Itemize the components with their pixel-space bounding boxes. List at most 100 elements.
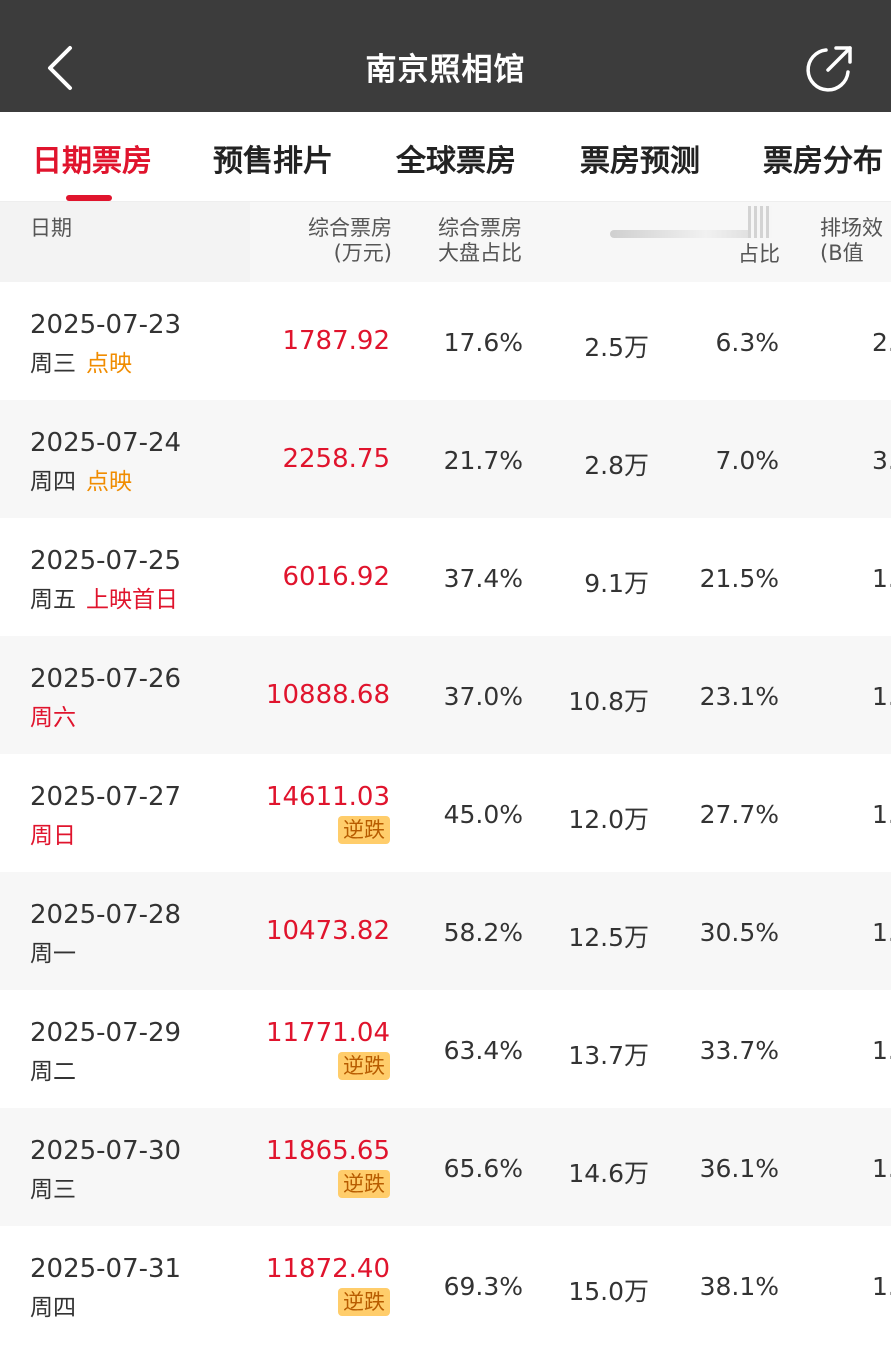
row-box-office: 2258.75 xyxy=(282,444,390,474)
row-efficiency-partial: 2. xyxy=(872,328,891,357)
row-box-office: 6016.92 xyxy=(282,562,390,592)
row-percent: 30.5% xyxy=(699,918,779,947)
table-row[interactable]: 2025-07-24 周四 点映 2258.75 21.7% 2.8万 7.0% … xyxy=(0,400,891,518)
row-release-tag: 点映 xyxy=(86,351,132,377)
row-box-office: 11872.40 xyxy=(265,1254,390,1284)
row-market-share: 21.7% xyxy=(443,446,523,475)
row-box-office: 11865.65 xyxy=(265,1136,390,1166)
row-date: 2025-07-29 xyxy=(30,1018,182,1048)
table-row[interactable]: 2025-07-29 周二 11771.04 逆跌 63.4% 13.7万 33… xyxy=(0,990,891,1108)
row-day-info: 周日 xyxy=(30,816,76,850)
row-audience: 14.6万 xyxy=(568,1159,649,1188)
date-cell: 2025-07-26 周六 xyxy=(0,636,250,754)
back-button[interactable] xyxy=(30,34,90,102)
row-market-share: 37.0% xyxy=(443,682,523,711)
table-row[interactable]: 2025-07-25 周五 上映首日 6016.92 37.4% 9.1万 21.… xyxy=(0,518,891,636)
top-bar: 南京照相馆 xyxy=(0,0,891,112)
row-market-share: 17.6% xyxy=(443,328,523,357)
share-button[interactable] xyxy=(804,42,856,94)
row-weekday: 周一 xyxy=(30,941,76,967)
chevron-left-icon xyxy=(48,46,72,90)
date-cell: 2025-07-29 周二 xyxy=(0,990,250,1108)
reverse-rise-badge: 逆跌 xyxy=(338,816,390,844)
header-efficiency[interactable]: 排场效 (B值 xyxy=(820,216,883,265)
header-market-share[interactable]: 综合票房 大盘占比 xyxy=(438,216,522,265)
row-efficiency-partial: 3. xyxy=(872,446,891,475)
row-day-info: 周一 xyxy=(30,934,76,968)
row-percent: 33.7% xyxy=(699,1036,779,1065)
table-body: 2025-07-23 周三 点映 1787.92 17.6% 2.5万 6.3% … xyxy=(0,282,891,1344)
tab-box-office-forecast[interactable]: 票房预测 xyxy=(580,144,700,179)
row-box-office: 11771.04 xyxy=(265,1018,390,1048)
row-audience: 15.0万 xyxy=(568,1277,649,1306)
row-date: 2025-07-25 xyxy=(30,546,182,576)
blurred-header-area-2 xyxy=(748,206,772,238)
row-weekday: 周三 xyxy=(30,351,76,377)
tab-presale-schedule[interactable]: 预售排片 xyxy=(213,144,333,179)
row-weekday: 周六 xyxy=(30,705,76,731)
row-release-tag: 上映首日 xyxy=(86,587,178,613)
table-row[interactable]: 2025-07-28 周一 10473.82 58.2% 12.5万 30.5%… xyxy=(0,872,891,990)
page-title: 南京照相馆 xyxy=(365,52,526,88)
row-release-tag: 点映 xyxy=(86,469,132,495)
row-weekday: 周四 xyxy=(30,469,76,495)
header-date: 日期 xyxy=(30,216,72,240)
header-box-office[interactable]: 综合票房 (万元) xyxy=(308,216,392,265)
row-market-share: 65.6% xyxy=(443,1154,523,1183)
blurred-header-area xyxy=(610,230,770,238)
tab-box-office-distribution[interactable]: 票房分布 xyxy=(763,144,883,179)
row-day-info: 周二 xyxy=(30,1052,76,1086)
row-audience: 10.8万 xyxy=(568,687,649,716)
row-audience: 12.5万 xyxy=(568,923,649,952)
row-day-info: 周三 xyxy=(30,1170,76,1204)
table-row[interactable]: 2025-07-26 周六 10888.68 37.0% 10.8万 23.1%… xyxy=(0,636,891,754)
row-date: 2025-07-27 xyxy=(30,782,182,812)
row-percent: 6.3% xyxy=(715,328,779,357)
row-market-share: 63.4% xyxy=(443,1036,523,1065)
tab-date-box-office[interactable]: 日期票房 xyxy=(32,144,152,179)
table-row[interactable]: 2025-07-23 周三 点映 1787.92 17.6% 2.5万 6.3% … xyxy=(0,282,891,400)
row-day-info: 周六 xyxy=(30,698,76,732)
active-tab-indicator xyxy=(66,195,112,201)
row-efficiency-partial: 1. xyxy=(872,1036,891,1065)
table-row[interactable]: 2025-07-27 周日 14611.03 逆跌 45.0% 12.0万 27… xyxy=(0,754,891,872)
header-share-partial[interactable]: 占比 xyxy=(738,242,780,266)
row-weekday: 周二 xyxy=(30,1059,76,1085)
row-efficiency-partial: 1. xyxy=(872,682,891,711)
row-day-info: 周四 xyxy=(30,1288,76,1322)
row-efficiency-partial: 1. xyxy=(872,1272,891,1301)
row-date: 2025-07-28 xyxy=(30,900,182,930)
row-efficiency-partial: 1. xyxy=(872,800,891,829)
row-efficiency-partial: 1. xyxy=(872,918,891,947)
row-percent: 36.1% xyxy=(699,1154,779,1183)
row-weekday: 周四 xyxy=(30,1295,76,1321)
tab-global-box-office[interactable]: 全球票房 xyxy=(396,144,516,179)
reverse-rise-badge: 逆跌 xyxy=(338,1170,390,1198)
row-day-info: 周三 点映 xyxy=(30,344,132,378)
row-percent: 7.0% xyxy=(715,446,779,475)
row-market-share: 37.4% xyxy=(443,564,523,593)
table-row[interactable]: 2025-07-31 周四 11872.40 逆跌 69.3% 15.0万 38… xyxy=(0,1226,891,1344)
row-market-share: 69.3% xyxy=(443,1272,523,1301)
date-cell: 2025-07-28 周一 xyxy=(0,872,250,990)
row-date: 2025-07-23 xyxy=(30,310,182,340)
date-column-header-bg xyxy=(0,202,250,282)
row-date: 2025-07-24 xyxy=(30,428,182,458)
row-percent: 21.5% xyxy=(699,564,779,593)
row-box-office: 10888.68 xyxy=(265,680,390,710)
date-cell: 2025-07-30 周三 xyxy=(0,1108,250,1226)
row-audience: 13.7万 xyxy=(568,1041,649,1070)
row-box-office: 14611.03 xyxy=(265,782,390,812)
date-cell: 2025-07-24 周四 点映 xyxy=(0,400,250,518)
date-cell: 2025-07-27 周日 xyxy=(0,754,250,872)
row-market-share: 45.0% xyxy=(443,800,523,829)
table-row[interactable]: 2025-07-30 周三 11865.65 逆跌 65.6% 14.6万 36… xyxy=(0,1108,891,1226)
table-header: 日期 综合票房 (万元) 综合票房 大盘占比 占比 排场效 (B值 xyxy=(0,202,891,282)
row-weekday: 周五 xyxy=(30,587,76,613)
row-efficiency-partial: 1. xyxy=(872,1154,891,1183)
tab-bar: 日期票房 预售排片 全球票房 票房预测 票房分布 xyxy=(0,112,891,202)
row-day-info: 周五 上映首日 xyxy=(30,580,178,614)
row-percent: 23.1% xyxy=(699,682,779,711)
row-weekday: 周三 xyxy=(30,1177,76,1203)
row-date: 2025-07-26 xyxy=(30,664,182,694)
